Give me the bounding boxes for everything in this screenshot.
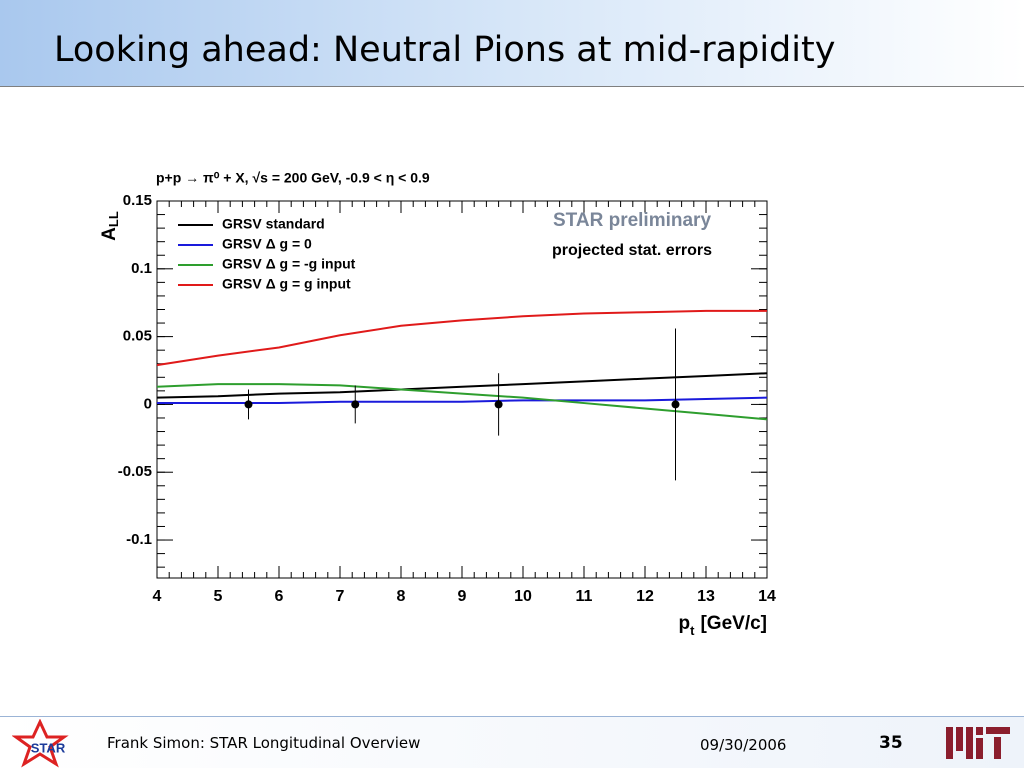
x-tick-label: 7 xyxy=(336,588,345,605)
x-tick-label: 10 xyxy=(514,588,532,605)
data-point xyxy=(494,400,503,409)
curve xyxy=(157,396,768,405)
data-point xyxy=(671,400,680,409)
annotation: STAR preliminary xyxy=(553,210,711,231)
mit-logo xyxy=(946,727,1010,759)
x-tick-label: 6 xyxy=(275,588,284,605)
x-tick-label: 11 xyxy=(576,588,593,605)
y-axis-label-sub: LL xyxy=(106,211,121,227)
x-tick-label: 14 xyxy=(758,588,776,605)
x-tick-label: 4 xyxy=(153,588,162,605)
y-tick-label: 0.1 xyxy=(131,260,152,277)
y-tick-label: 0 xyxy=(144,395,152,412)
star-logo: STAR xyxy=(12,719,69,768)
data-point xyxy=(351,400,360,409)
x-axis-label-sub: t xyxy=(690,623,695,638)
footer-author: Frank Simon: STAR Longitudinal Overview xyxy=(107,734,421,752)
chart-title: p+p → π⁰ + X, √s = 200 GeV, -0.9 < η < 0… xyxy=(156,170,430,186)
curve xyxy=(156,383,768,421)
slide-title: Looking ahead: Neutral Pions at mid-rapi… xyxy=(54,30,836,70)
y-tick-label: 0.05 xyxy=(123,328,152,345)
annotation: projected stat. errors xyxy=(552,242,712,259)
header: Looking ahead: Neutral Pions at mid-rapi… xyxy=(0,0,1024,87)
x-tick-label: 9 xyxy=(458,588,467,605)
x-tick-label: 12 xyxy=(636,588,654,605)
curve xyxy=(156,309,767,367)
legend-label: GRSV Δ g = 0 xyxy=(222,236,312,252)
y-tick-label: -0.1 xyxy=(126,531,152,548)
data-point xyxy=(244,400,253,409)
legend-label: GRSV Δ g = g input xyxy=(222,276,351,292)
x-axis-label: pt [GeV/c] xyxy=(679,613,767,638)
footer: STAR Frank Simon: STAR Longitudinal Over… xyxy=(0,716,1024,768)
x-tick-label: 8 xyxy=(397,588,406,605)
legend-label: GRSV standard xyxy=(222,216,325,232)
y-tick-label: -0.05 xyxy=(118,463,152,480)
x-axis-label-main: p xyxy=(679,613,691,634)
page-number: 35 xyxy=(879,733,903,753)
chart: 4 5 6 7 8 9 10 11 12 13 14 -0.1 -0.05 0 0.05 0.1 0.15p+p… xyxy=(99,170,776,639)
legend-label: GRSV Δ g = -g input xyxy=(222,256,356,272)
y-axis-label: ALL xyxy=(99,211,121,241)
y-axis-label-main: A xyxy=(99,227,120,241)
curve xyxy=(156,372,768,399)
x-axis-label-unit: [GeV/c] xyxy=(700,613,767,634)
x-tick-label: 13 xyxy=(697,588,715,605)
logo-text: STAR xyxy=(31,740,66,755)
y-tick-label: 0.15 xyxy=(123,192,152,209)
x-tick-label: 5 xyxy=(214,588,223,605)
footer-date: 09/30/2006 xyxy=(700,736,787,754)
